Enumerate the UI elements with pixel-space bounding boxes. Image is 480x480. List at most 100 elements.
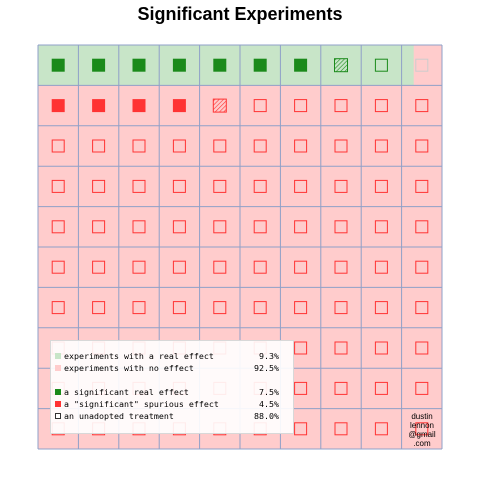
null-empty-marker <box>172 301 186 315</box>
null-empty-marker <box>415 220 429 234</box>
real-hatched-marker <box>334 58 348 73</box>
null-empty-marker <box>334 301 348 315</box>
legend-value-unadopted: 88.0% <box>254 411 279 421</box>
null-empty-marker <box>92 260 106 274</box>
null-empty-marker <box>374 220 388 234</box>
real-empty-marker <box>374 58 388 72</box>
null-empty-marker <box>294 220 308 234</box>
null-empty-marker <box>374 99 388 113</box>
legend-value-no-effect: 92.5% <box>254 363 279 373</box>
signature-line: @gmail <box>408 430 436 439</box>
real-solid-marker <box>172 58 186 72</box>
null-empty-marker <box>213 179 227 193</box>
null-hatched-marker <box>212 98 227 113</box>
grid-lines <box>37 44 443 450</box>
author-signature: dustin lennon @gmail .com <box>402 412 442 448</box>
null-empty-marker <box>253 179 267 193</box>
null-empty-marker <box>374 179 388 193</box>
null-empty-marker <box>374 301 388 315</box>
legend-value-significant-real: 7.5% <box>259 387 279 397</box>
null-solid-marker <box>172 99 186 113</box>
null-empty-marker <box>253 260 267 274</box>
null-empty-marker <box>415 58 429 72</box>
legend-value-real-effect: 9.3% <box>259 351 279 361</box>
null-empty-marker <box>213 260 227 274</box>
null-empty-marker <box>92 301 106 315</box>
null-empty-marker <box>415 301 429 315</box>
null-empty-marker <box>294 179 308 193</box>
real-solid-marker <box>51 58 65 72</box>
null-empty-marker <box>334 179 348 193</box>
null-empty-marker <box>51 301 65 315</box>
null-empty-marker <box>92 179 106 193</box>
cell-markers <box>51 58 429 436</box>
null-empty-marker <box>334 422 348 436</box>
signature-line: .com <box>413 439 431 448</box>
null-empty-marker <box>172 220 186 234</box>
chart-title: Significant Experiments <box>137 4 343 24</box>
null-empty-marker <box>374 260 388 274</box>
null-empty-marker <box>253 301 267 315</box>
null-empty-marker <box>213 220 227 234</box>
signature-line: lennon <box>409 421 435 430</box>
real-solid-marker <box>213 58 227 72</box>
null-empty-marker <box>253 99 267 113</box>
legend-key-significant-real <box>55 389 61 395</box>
null-solid-marker <box>92 99 106 113</box>
null-empty-marker <box>294 381 308 395</box>
null-empty-marker <box>334 381 348 395</box>
legend-label-spurious: a "significant" spurious effect <box>64 399 219 409</box>
null-empty-marker <box>294 139 308 153</box>
null-empty-marker <box>132 220 146 234</box>
null-empty-marker <box>374 381 388 395</box>
null-empty-marker <box>374 341 388 355</box>
real-solid-marker <box>294 58 308 72</box>
null-empty-marker <box>92 220 106 234</box>
legend-value-spurious: 4.5% <box>259 399 279 409</box>
legend-key-no-effect <box>55 365 61 371</box>
null-solid-marker <box>132 99 146 113</box>
null-empty-marker <box>334 139 348 153</box>
legend-row-significant-real: a significant real effect 7.5% <box>55 386 279 398</box>
legend-label-no-effect: experiments with no effect <box>64 363 194 373</box>
null-empty-marker <box>415 260 429 274</box>
real-effect-partial-cell <box>401 45 414 86</box>
real-solid-marker <box>253 58 267 72</box>
null-empty-marker <box>172 139 186 153</box>
real-solid-marker <box>132 58 146 72</box>
null-empty-marker <box>415 341 429 355</box>
legend-key-real-effect <box>55 353 61 359</box>
legend-key-spurious <box>55 401 61 407</box>
null-empty-marker <box>374 422 388 436</box>
null-empty-marker <box>253 139 267 153</box>
null-empty-marker <box>374 139 388 153</box>
null-empty-marker <box>294 341 308 355</box>
legend-label-real-effect: experiments with a real effect <box>64 351 214 361</box>
null-empty-marker <box>172 179 186 193</box>
null-empty-marker <box>92 139 106 153</box>
null-empty-marker <box>51 220 65 234</box>
null-empty-marker <box>294 260 308 274</box>
null-empty-marker <box>172 260 186 274</box>
legend-label-unadopted: an unadopted treatment <box>64 411 174 421</box>
legend-row-spurious: a "significant" spurious effect 4.5% <box>55 398 279 410</box>
legend-key-unadopted <box>55 413 61 419</box>
null-empty-marker <box>132 301 146 315</box>
real-effect-cell <box>361 45 402 86</box>
null-empty-marker <box>213 301 227 315</box>
legend-row-no-effect: experiments with no effect 92.5% <box>55 362 279 374</box>
null-empty-marker <box>334 99 348 113</box>
null-empty-marker <box>334 341 348 355</box>
null-empty-marker <box>415 422 429 436</box>
null-empty-marker <box>294 99 308 113</box>
null-empty-marker <box>415 179 429 193</box>
real-solid-marker <box>92 58 106 72</box>
null-empty-marker <box>213 139 227 153</box>
null-empty-marker <box>51 179 65 193</box>
null-empty-marker <box>51 260 65 274</box>
null-empty-marker <box>415 139 429 153</box>
null-empty-marker <box>415 381 429 395</box>
null-empty-marker <box>132 179 146 193</box>
legend-label-significant-real: a significant real effect <box>64 387 189 397</box>
null-empty-marker <box>334 260 348 274</box>
